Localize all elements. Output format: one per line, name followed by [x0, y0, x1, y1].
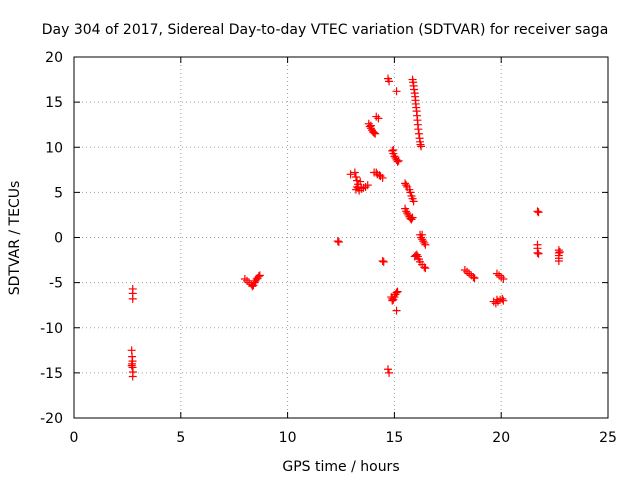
x-tick-label: 15 [385, 430, 403, 446]
x-tick-label: 25 [599, 430, 617, 446]
data-point [408, 213, 417, 222]
data-point [374, 114, 383, 123]
data-point [378, 256, 387, 265]
data-point [379, 257, 388, 266]
data-point [470, 274, 479, 283]
data-point [534, 249, 543, 258]
data-point [385, 368, 394, 377]
data-point [421, 264, 430, 273]
data-point [389, 145, 398, 154]
data-point [393, 287, 402, 296]
y-tick-label: -20 [40, 411, 63, 427]
data-point [383, 365, 392, 374]
y-tick-label: 5 [54, 185, 63, 201]
data-points [127, 74, 564, 381]
x-axis-label: GPS time / hours [282, 459, 399, 475]
data-point [534, 208, 543, 217]
data-point [499, 296, 508, 305]
data-point [420, 238, 429, 247]
data-point [393, 157, 402, 166]
data-point [392, 306, 401, 315]
x-tick-label: 10 [279, 430, 297, 446]
y-axis-tick-labels: -20 -15 -10 -5 0 5 10 15 20 [40, 50, 63, 427]
data-point [469, 273, 478, 282]
data-point [354, 183, 363, 192]
y-tick-label: 10 [45, 140, 63, 156]
x-axis-tick-labels: 0 5 10 15 20 25 [70, 430, 617, 446]
data-point [333, 237, 342, 246]
data-point [346, 170, 355, 179]
y-tick-label: -15 [40, 366, 63, 382]
grid [74, 57, 608, 418]
data-point [492, 295, 501, 304]
data-point [254, 272, 263, 281]
x-tick-label: 20 [492, 430, 510, 446]
data-point [417, 142, 426, 151]
data-point [414, 129, 423, 138]
data-point [554, 256, 563, 265]
data-point [334, 238, 343, 247]
data-point [421, 240, 430, 249]
y-tick-label: -5 [49, 276, 63, 292]
data-point [533, 207, 542, 216]
data-point [394, 156, 403, 165]
y-tick-label: -10 [40, 321, 63, 337]
data-point [128, 372, 137, 381]
data-point [392, 288, 401, 297]
y-tick-label: 0 [54, 231, 63, 247]
data-point [499, 275, 508, 284]
x-tick-label: 0 [70, 430, 79, 446]
data-point [385, 77, 394, 86]
data-point [412, 250, 421, 259]
data-point [356, 177, 365, 186]
data-point [402, 181, 411, 190]
data-point [128, 294, 137, 303]
data-point [406, 188, 415, 197]
data-point [418, 230, 427, 239]
y-tick-label: 20 [45, 50, 63, 66]
data-point [350, 168, 359, 177]
chart-title: Day 304 of 2017, Sidereal Day-to-day VTE… [42, 22, 609, 38]
data-point [255, 271, 264, 280]
data-point [410, 85, 419, 94]
data-point [127, 361, 136, 370]
data-point [366, 121, 375, 130]
data-point [370, 128, 379, 137]
y-axis-label: SDTVAR / TECUs [7, 181, 23, 296]
data-point [378, 173, 387, 182]
axis-ticks [73, 56, 609, 419]
data-point [420, 263, 429, 272]
data-point [388, 296, 397, 305]
data-point [363, 181, 372, 190]
data-point [555, 247, 564, 256]
data-point [371, 129, 380, 138]
data-point [407, 215, 416, 224]
data-point [392, 87, 401, 96]
y-tick-label: 15 [45, 95, 63, 111]
data-point [533, 248, 542, 257]
data-point [416, 140, 425, 149]
data-point [351, 173, 360, 182]
data-point [409, 197, 418, 206]
x-tick-label: 5 [176, 430, 185, 446]
data-point [414, 125, 423, 134]
data-point [498, 294, 507, 303]
